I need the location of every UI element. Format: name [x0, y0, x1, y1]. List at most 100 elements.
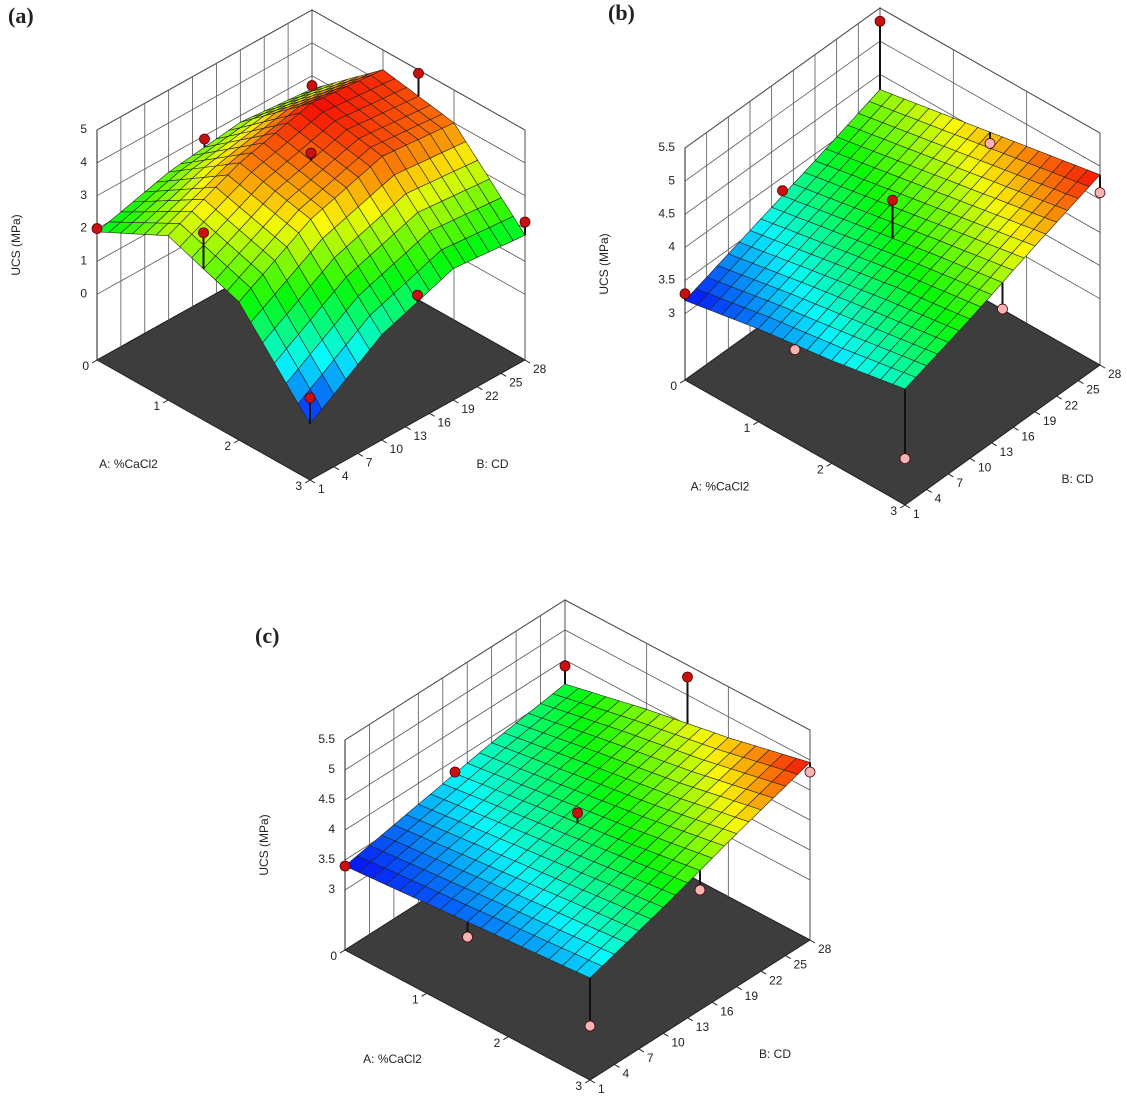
tick-mark	[339, 949, 346, 954]
x-tick-label: 2	[494, 1036, 501, 1050]
y-tick-label: 25	[1086, 383, 1100, 397]
y-tick-label: 4	[342, 469, 349, 483]
surface-patch	[892, 372, 917, 390]
tick-mark	[926, 489, 932, 493]
tick-mark	[357, 452, 364, 457]
y-tick-label: 10	[671, 1036, 685, 1050]
x-tick-label: 3	[575, 1079, 582, 1093]
design-point	[91, 223, 103, 234]
tick-mark	[663, 1032, 669, 1037]
design-point	[804, 766, 816, 778]
x-tick-label: 3	[890, 504, 897, 518]
y-tick-label: 1	[598, 1082, 605, 1096]
z-tick-label: 4.5	[658, 206, 675, 220]
tick-mark	[589, 1079, 596, 1084]
tick-mark	[503, 1036, 509, 1041]
design-point	[412, 289, 423, 301]
x-tick-label: 1	[153, 399, 160, 413]
tick-mark	[711, 1001, 718, 1006]
tick-mark	[736, 986, 742, 991]
panel-label: (b)	[608, 0, 635, 25]
y-tick-label: 16	[1021, 429, 1035, 443]
z-tick-label: 3.5	[658, 273, 675, 287]
z-tick-label: 3	[668, 306, 675, 320]
tick-mark	[304, 479, 311, 484]
design-point	[305, 147, 317, 159]
tick-mark	[809, 939, 816, 944]
z-tick-label: 3	[80, 188, 87, 202]
tick-mark	[826, 462, 832, 467]
tick-mark	[753, 421, 759, 426]
tick-mark	[614, 1064, 620, 1068]
z-tick-label: 5.5	[658, 140, 675, 154]
tick-mark	[405, 426, 411, 431]
y-axis-title: B: CD	[759, 1047, 791, 1061]
y-tick-label: 19	[745, 989, 759, 1003]
tick-mark	[381, 439, 387, 444]
x-tick-label: 1	[744, 421, 751, 435]
tick-mark	[162, 399, 169, 404]
tick-mark	[233, 439, 240, 444]
y-tick-label: 19	[461, 402, 475, 416]
design-point	[559, 660, 571, 672]
y-tick-label: 4	[935, 492, 942, 506]
z-tick-label: 1	[80, 254, 87, 268]
x-tick-label: 2	[817, 463, 824, 477]
design-point	[694, 884, 706, 896]
panel-label: (c)	[255, 623, 279, 648]
design-point	[682, 671, 693, 683]
z-tick-label: 4	[668, 240, 675, 254]
design-point	[462, 931, 473, 943]
design-point	[997, 303, 1008, 315]
tick-mark	[687, 1017, 694, 1022]
design-point	[198, 227, 209, 239]
x-axis-title: A: %CaCl2	[691, 480, 750, 494]
tick-mark	[500, 372, 507, 377]
design-point	[679, 288, 691, 300]
z-tick-label: 5	[668, 173, 675, 187]
design-point	[1094, 187, 1106, 199]
tick-mark	[524, 359, 531, 364]
tick-mark	[679, 379, 686, 384]
z-tick-label: 2	[80, 221, 87, 235]
x-axis-title: A: %CaCl2	[99, 457, 158, 471]
tick-mark	[969, 457, 976, 462]
x-tick-label: 0	[82, 359, 89, 373]
tick-mark	[760, 970, 767, 975]
design-point	[199, 133, 210, 145]
tick-mark	[309, 479, 316, 484]
tick-mark	[333, 466, 340, 471]
y-tick-label: 10	[978, 461, 992, 475]
tick-mark	[638, 1048, 645, 1053]
design-point	[572, 807, 583, 819]
y-tick-label: 25	[509, 376, 523, 390]
design-point	[584, 1020, 596, 1032]
tick-mark	[785, 955, 791, 959]
y-tick-label: 4	[622, 1067, 629, 1081]
z-tick-label: 5	[80, 122, 87, 136]
y-tick-label: 22	[485, 389, 499, 403]
z-tick-label: 3	[328, 882, 335, 896]
design-point	[449, 766, 461, 778]
tick-mark	[1056, 395, 1062, 400]
design-point	[306, 80, 318, 91]
surface-patch	[575, 959, 603, 979]
y-tick-label: 13	[1000, 445, 1014, 459]
design-point	[339, 860, 351, 872]
design-point	[777, 185, 788, 197]
z-tick-label: 0	[80, 286, 87, 300]
y-tick-label: 16	[720, 1004, 734, 1018]
design-point	[304, 392, 316, 404]
z-tick-label: 5.5	[318, 732, 335, 746]
tick-mark	[1099, 364, 1106, 369]
tick-mark	[899, 504, 906, 509]
x-tick-label: 1	[412, 993, 419, 1007]
x-axis-title: A: %CaCl2	[363, 1052, 422, 1066]
z-tick-label: 3.5	[318, 852, 335, 866]
design-point	[899, 453, 911, 465]
tick-mark	[421, 992, 427, 997]
x-tick-label: 0	[670, 379, 677, 393]
